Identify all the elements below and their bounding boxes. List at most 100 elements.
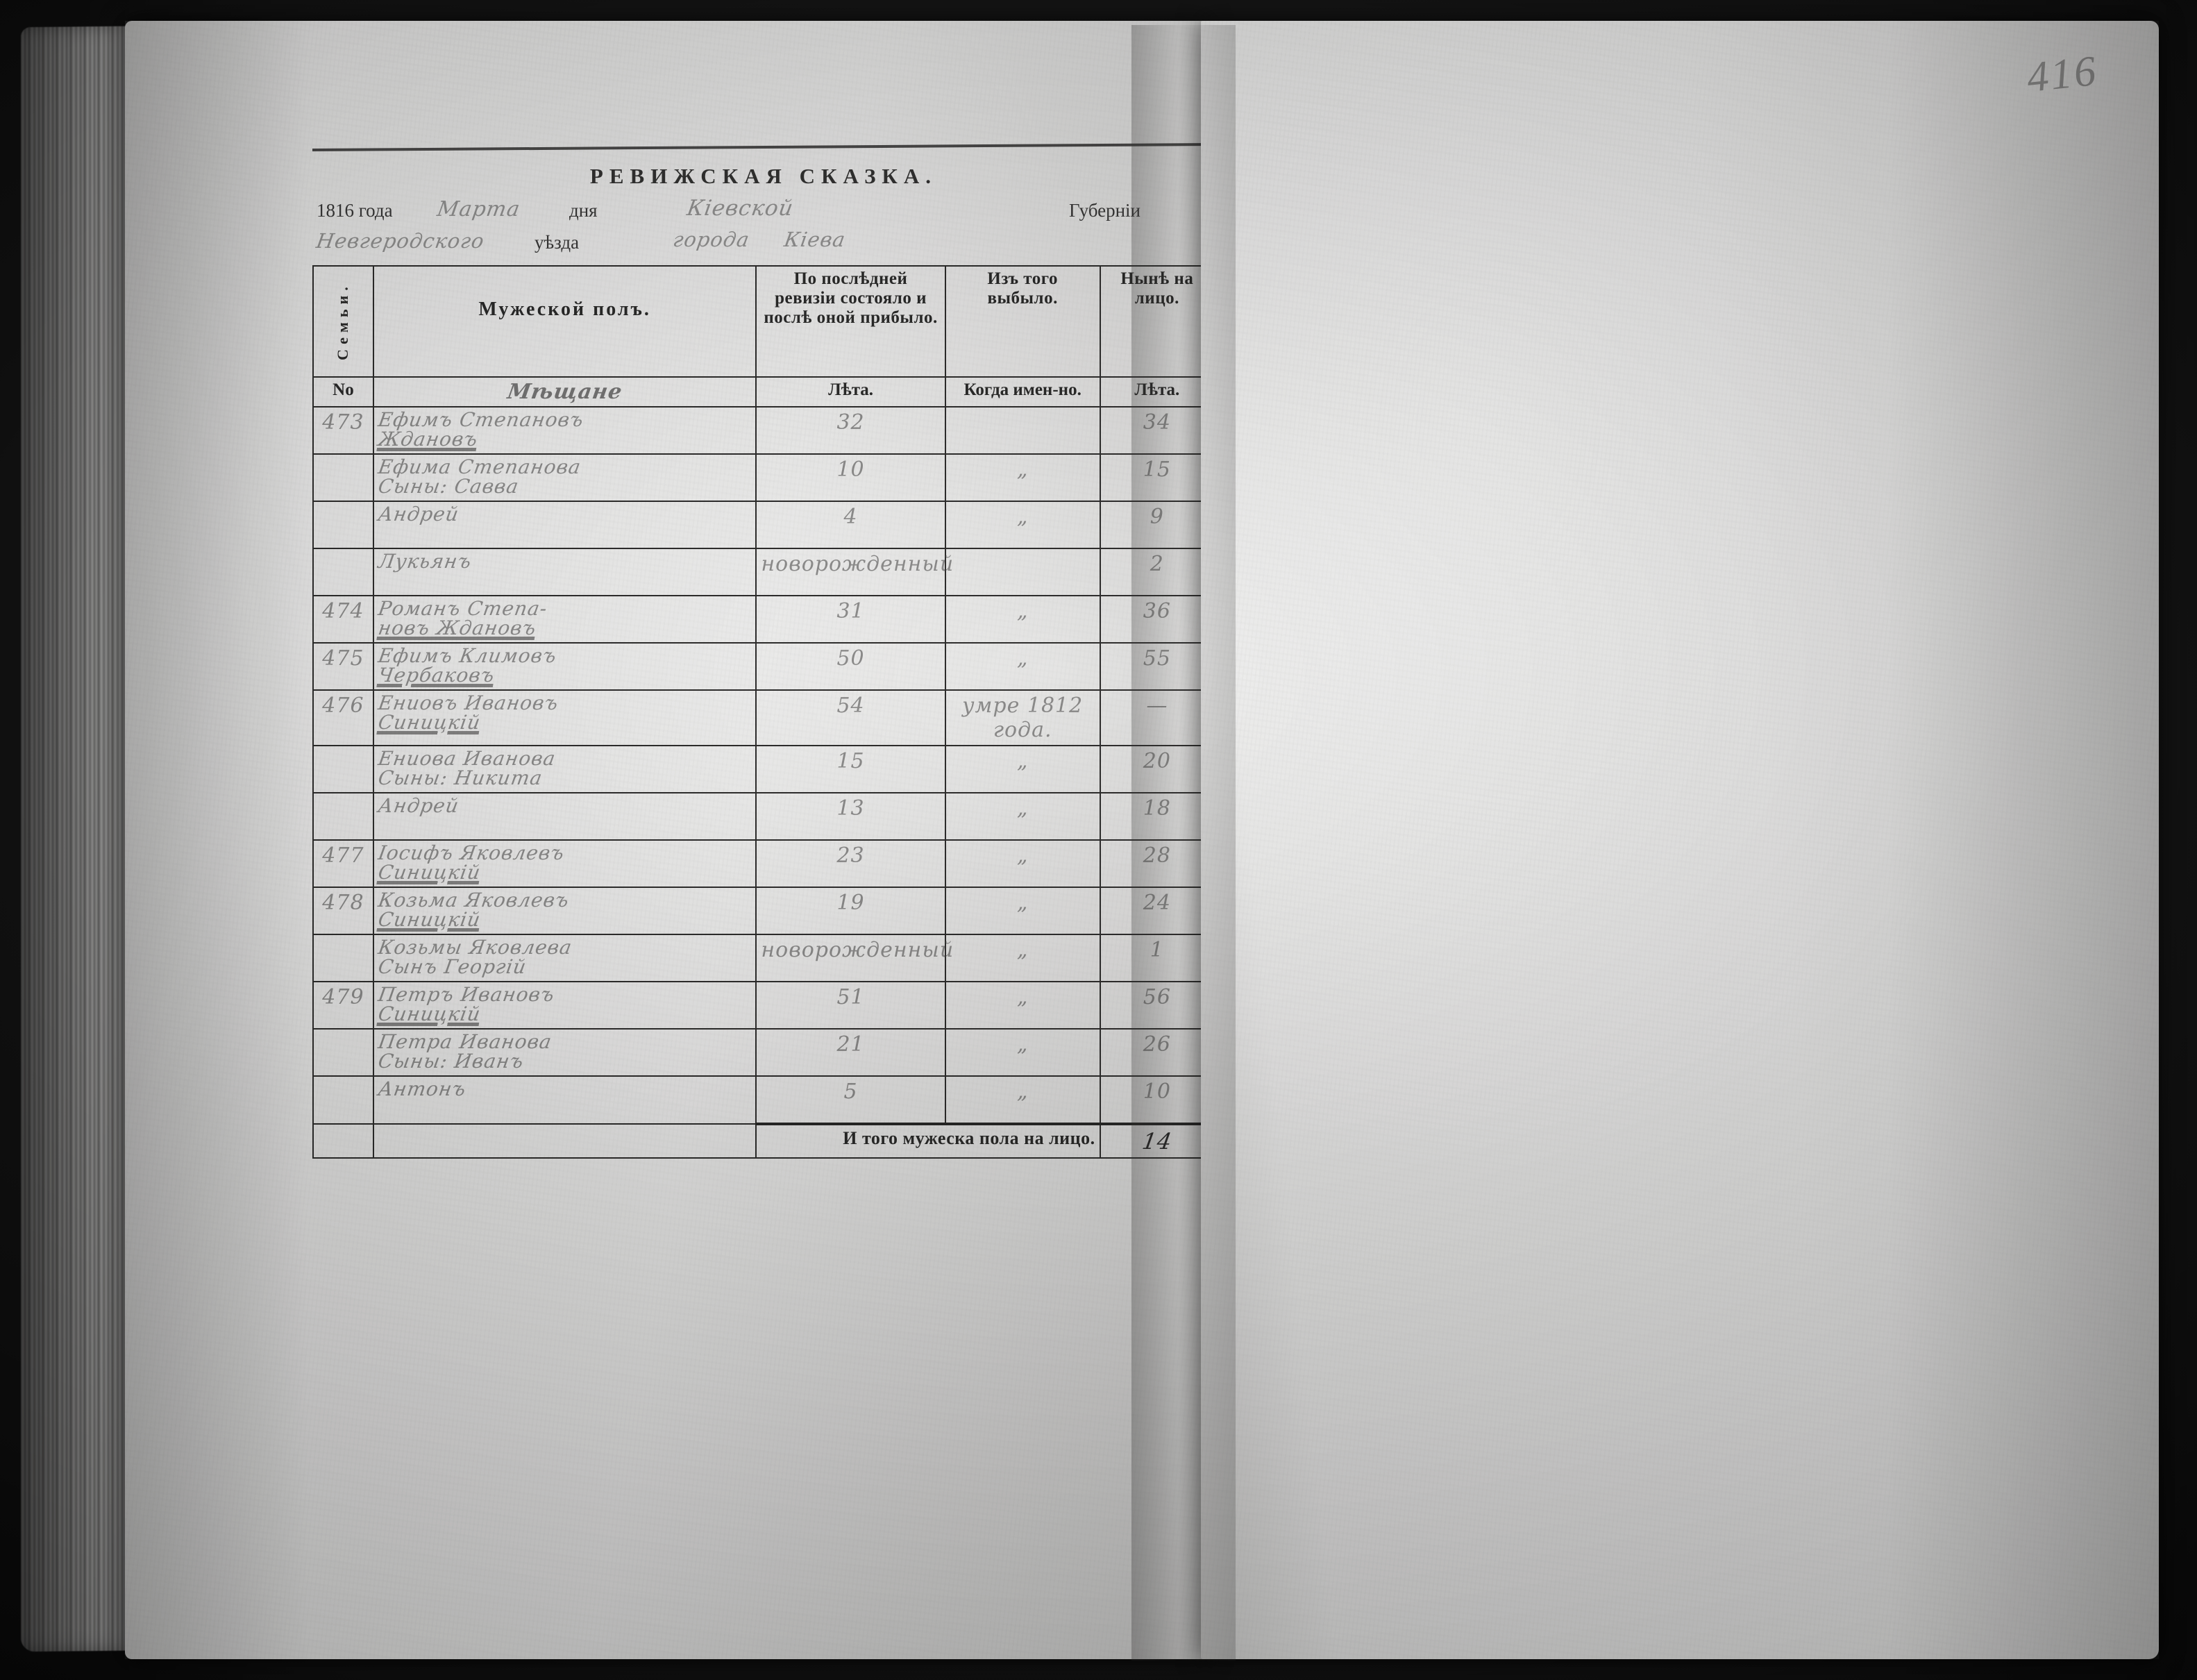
row-departed-when: „	[944, 1028, 1101, 1077]
table-row: Козьмы Яковлева Сынъ Георгій новорожденный…	[312, 934, 1215, 982]
row-person-name: Романъ Степа-новъ Ждановъ	[372, 595, 757, 644]
row-departed-when: „	[944, 887, 1101, 935]
row-present-age: 18	[1099, 792, 1215, 841]
left-dateline: 1816 года Марта дня Кiевской Губернiи Не…	[312, 196, 1215, 265]
left-page-form: РЕВИЖСКАЯ СКАЗКА. 1816 года Марта дня Кi…	[312, 143, 1217, 1159]
row-departed-when: умре 1812 года.	[944, 689, 1101, 746]
left-col-present-sub: Лѣта.	[1099, 376, 1215, 408]
left-subheader-row: No Мѣщане Лѣта. Когда имен-но. Лѣта.	[312, 376, 1215, 408]
row-departed-when: „	[944, 745, 1101, 793]
row-present-age: 10	[1099, 1075, 1215, 1125]
left-col-sex: Мужеской полъ.	[372, 265, 757, 378]
row-departed-when: „	[944, 501, 1101, 549]
left-province-hw: Кiевской	[685, 196, 796, 221]
left-page: РЕВИЖСКАЯ СКАЗКА. 1816 года Марта дня Кi…	[125, 21, 1217, 1659]
row-prev-revision-age: 15	[755, 745, 946, 793]
table-row: 477 Іосифъ Яковлевъ Синицкiй 23 „ 28	[312, 839, 1215, 888]
table-row: 475 Ефимъ Климовъ Чербаковъ 50 „ 55	[312, 642, 1215, 691]
table-row: Лукьянъ новорожденный 2	[312, 548, 1215, 596]
row-family-number: 474	[312, 595, 374, 644]
row-departed-when: „	[944, 839, 1101, 888]
row-person-name: Ениова Иванова Сыны: Никита	[372, 745, 757, 793]
row-person-name: Андрей	[372, 501, 757, 549]
row-person-name: Козьмы Яковлева Сынъ Георгій	[372, 934, 757, 982]
row-departed-when: „	[944, 595, 1101, 644]
left-col-departed: Изъ того выбыло.	[944, 265, 1101, 378]
left-register-table: Семьи. Мужеской полъ. По послѣдней ревиз…	[312, 265, 1217, 1159]
row-departed-when: „	[944, 981, 1101, 1030]
row-family-number	[312, 453, 374, 502]
row-prev-revision-age: 50	[755, 642, 946, 691]
row-present-age: 56	[1099, 981, 1215, 1030]
left-day-label: дня	[569, 200, 598, 221]
left-col-present: Нынѣ на лицо.	[1099, 265, 1215, 378]
row-family-number	[312, 548, 374, 596]
row-family-number	[312, 792, 374, 841]
row-person-name: Іосифъ Яковлевъ Синицкiй	[372, 839, 757, 888]
row-person-name: Ефимъ Климовъ Чербаковъ	[372, 642, 757, 691]
left-province-label: Губернiи	[1069, 200, 1140, 221]
row-person-name: Андрей	[372, 792, 757, 841]
left-page-title: РЕВИЖСКАЯ СКАЗКА.	[589, 164, 938, 188]
left-table-body: 473 Ефимъ Степановъ Ждановъ 32 34 Ефима Степа…	[312, 406, 1215, 1125]
row-family-number: 473	[312, 406, 374, 455]
row-family-number: 476	[312, 689, 374, 746]
row-prev-revision-age: 32	[755, 406, 946, 455]
row-present-age: 20	[1099, 745, 1215, 793]
left-col-family-sub: No	[312, 376, 374, 408]
row-prev-revision-age: 21	[755, 1028, 946, 1077]
row-present-age: —	[1099, 689, 1215, 746]
left-total-row: И того мужеска пола на лицо. 14	[312, 1123, 1217, 1159]
row-present-age: 26	[1099, 1028, 1215, 1077]
row-family-number: 477	[312, 839, 374, 888]
row-prev-revision-age: 19	[755, 887, 946, 935]
row-departed-when: „	[944, 642, 1101, 691]
row-family-number	[312, 745, 374, 793]
table-row: Антонъ 5 „ 10	[312, 1075, 1215, 1125]
row-present-age: 28	[1099, 839, 1215, 888]
table-row: 479 Петръ Ивановъ Синицкiй 51 „ 56	[312, 981, 1215, 1030]
row-family-number: 475	[312, 642, 374, 691]
left-col-family: Семьи.	[312, 265, 374, 378]
row-person-name: Петра Иванова Сыны: Иванъ	[372, 1028, 757, 1077]
row-family-number	[312, 934, 374, 982]
left-uezd-hw: Невгеродского	[314, 229, 487, 253]
row-person-name: Антонъ	[372, 1075, 757, 1125]
row-family-number	[312, 501, 374, 549]
row-present-age: 24	[1099, 887, 1215, 935]
row-departed-when: „	[944, 934, 1101, 982]
row-departed-when: „	[944, 453, 1101, 502]
open-book: РЕВИЖСКАЯ СКАЗКА. 1816 года Марта дня Кi…	[21, 12, 2176, 1675]
row-present-age: 1	[1099, 934, 1215, 982]
row-person-name: Лукьянъ	[372, 548, 757, 596]
left-col-departed-sub: Когда имен-но.	[944, 376, 1101, 408]
row-departed-when	[944, 406, 1101, 455]
row-present-age: 55	[1099, 642, 1215, 691]
left-col-prev-sub: Лѣта.	[755, 376, 946, 408]
left-col-sex-sub: Мѣщане	[371, 377, 759, 407]
table-row: Петра Иванова Сыны: Иванъ 21 „ 26	[312, 1028, 1215, 1077]
table-row: Ефима Степанова Сыны: Савва 10 „ 15	[312, 453, 1215, 502]
table-row: Андрей 13 „ 18	[312, 792, 1215, 841]
row-present-age: 9	[1099, 501, 1215, 549]
table-row: Андрей 4 „ 9	[312, 501, 1215, 549]
table-row: 476 Ениовъ Ивановъ Синицкiй 54 умре 1812 год…	[312, 689, 1215, 746]
row-family-number: 479	[312, 981, 374, 1030]
row-family-number: 478	[312, 887, 374, 935]
row-present-age: 34	[1099, 406, 1215, 455]
row-person-name: Петръ Ивановъ Синицкiй	[372, 981, 757, 1030]
row-prev-revision-age: 13	[755, 792, 946, 841]
row-person-name: Ефимъ Степановъ Ждановъ	[372, 406, 757, 455]
folio-number: 416	[2024, 47, 2101, 102]
row-family-number	[312, 1075, 374, 1125]
left-uezd-label: уѣзда	[534, 232, 580, 253]
row-departed-when: „	[944, 792, 1101, 841]
table-row: Ениова Иванова Сыны: Никита 15 „ 20	[312, 745, 1215, 793]
right-page: 416 РЕВИЖСКАЯ СКАЗКА. 1816 года Марта дн…	[1201, 21, 2159, 1659]
row-person-name: Ефима Степанова Сыны: Савва	[372, 453, 757, 502]
row-present-age: 15	[1099, 453, 1215, 502]
row-prev-revision-age: 5	[755, 1075, 946, 1125]
row-prev-revision-age: 54	[755, 689, 946, 746]
left-month-hw: Марта	[435, 197, 522, 221]
